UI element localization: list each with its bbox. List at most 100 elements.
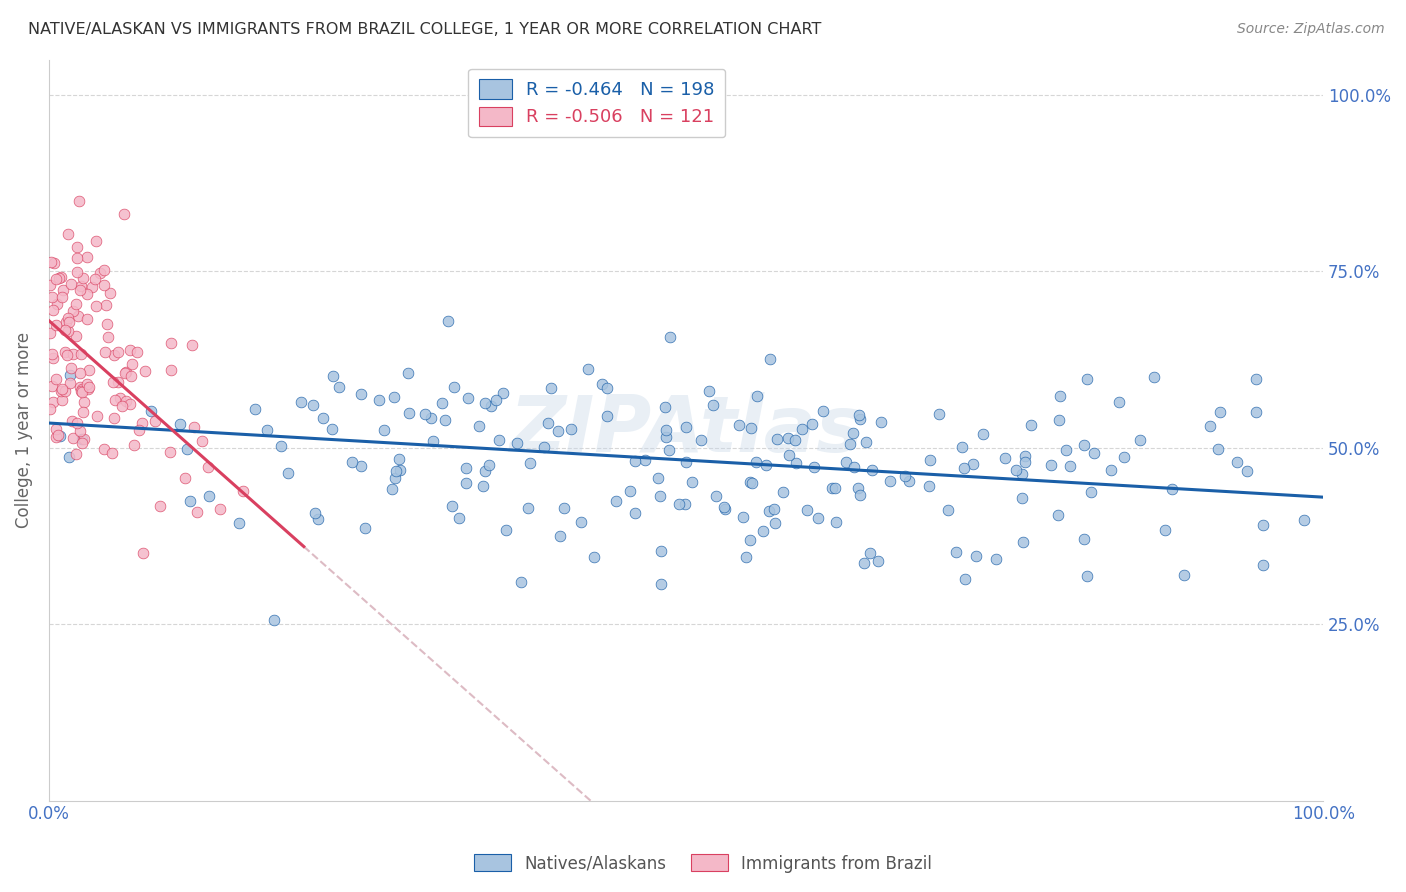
Text: Source: ZipAtlas.com: Source: ZipAtlas.com [1237,22,1385,37]
Point [1208,442,1230,456]
Point [1143,370,1166,384]
Point [67,194,90,208]
Point [434,412,457,426]
Point [758,504,780,518]
Point [96,298,118,312]
Point [855,435,877,450]
Point [398,406,420,420]
Point [53,344,76,359]
Point [821,482,844,496]
Point [1173,568,1195,582]
Point [73,394,96,409]
Point [783,433,806,447]
Point [778,448,800,462]
Point [51,269,73,284]
Point [596,409,619,423]
Point [728,418,751,433]
Point [1199,418,1222,433]
Point [1076,569,1098,583]
Point [605,493,627,508]
Point [82,280,104,294]
Point [60,277,83,292]
Point [443,380,465,394]
Point [1253,518,1275,533]
Point [112,207,135,221]
Point [101,446,124,460]
Point [754,458,776,472]
Point [1049,389,1071,403]
Point [55,315,77,329]
Point [39,326,62,341]
Point [41,379,63,393]
Point [65,329,87,343]
Point [848,408,870,422]
Point [79,363,101,377]
Point [69,366,91,380]
Point [869,415,891,429]
Point [302,398,325,412]
Point [1099,463,1122,477]
Point [131,417,153,431]
Point [1073,532,1095,546]
Point [1054,443,1077,458]
Point [89,266,111,280]
Point [69,380,91,394]
Point [1080,485,1102,500]
Point [62,347,84,361]
Point [918,478,941,492]
Point [70,435,93,450]
Point [93,262,115,277]
Point [232,483,254,498]
Point [39,278,62,293]
Point [986,551,1008,566]
Point [713,500,735,515]
Point [824,515,846,529]
Point [690,433,713,447]
Point [69,283,91,297]
Point [591,377,613,392]
Point [290,395,312,409]
Point [702,398,724,412]
Point [1076,372,1098,386]
Point [413,407,436,421]
Point [69,384,91,399]
Point [492,386,515,401]
Point [468,419,491,434]
Point [766,432,789,446]
Point [66,265,89,279]
Point [76,376,98,391]
Point [596,381,619,395]
Point [67,309,90,323]
Point [65,297,87,311]
Point [1112,450,1135,464]
Point [422,434,444,448]
Point [516,500,538,515]
Point [41,302,63,317]
Point [852,556,875,570]
Point [141,404,163,418]
Point [70,279,93,293]
Point [454,461,477,475]
Point [741,476,763,491]
Point [582,549,605,564]
Point [93,442,115,457]
Text: ZIPAtlas: ZIPAtlas [509,392,863,468]
Point [841,425,863,440]
Point [675,420,697,434]
Point [134,364,156,378]
Point [811,403,834,417]
Point [48,428,70,442]
Point [945,545,967,559]
Point [740,421,762,435]
Point [569,515,592,529]
Point [634,453,657,467]
Point [76,250,98,264]
Point [778,431,800,445]
Point [675,455,697,469]
Point [953,572,976,586]
Point [785,456,807,470]
Point [437,314,460,328]
Point [920,453,942,467]
Point [1011,491,1033,505]
Point [1059,458,1081,473]
